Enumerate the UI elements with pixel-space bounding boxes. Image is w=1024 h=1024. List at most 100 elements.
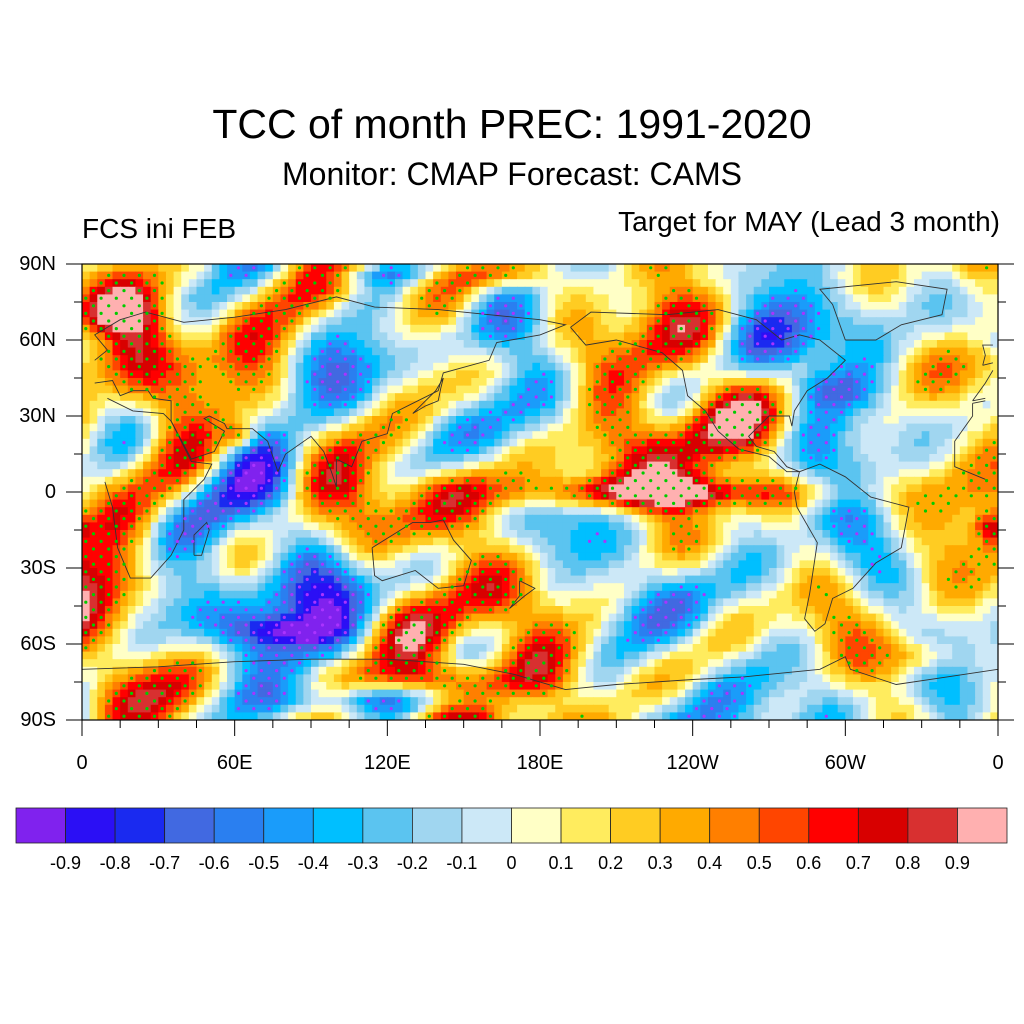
field-cell <box>478 332 488 341</box>
field-cell <box>517 416 526 425</box>
field-cell <box>135 340 144 349</box>
field-cell <box>830 393 839 402</box>
field-cell <box>387 545 396 554</box>
field-cell <box>89 279 98 288</box>
field-cell <box>952 530 961 539</box>
field-cell <box>914 431 923 440</box>
field-cell <box>654 446 663 455</box>
field-cell <box>272 416 282 425</box>
field-cell <box>807 370 816 379</box>
field-cell <box>547 370 556 379</box>
field-cell <box>204 279 213 288</box>
field-cell <box>104 393 114 402</box>
field-cell <box>524 499 533 508</box>
field-cell <box>89 469 98 478</box>
field-cell <box>394 302 404 311</box>
field-cell <box>975 302 984 311</box>
field-cell <box>433 416 442 425</box>
field-cell <box>478 385 488 394</box>
field-cell <box>471 370 480 379</box>
field-cell <box>372 438 381 447</box>
field-cell <box>700 431 709 440</box>
field-cell <box>471 416 480 425</box>
field-cell <box>196 575 205 584</box>
field-cell <box>341 431 350 440</box>
field-cell <box>623 575 633 584</box>
field-cell <box>440 537 449 546</box>
field-cell <box>356 423 366 432</box>
field-cell <box>173 484 182 493</box>
field-cell <box>578 492 587 501</box>
field-cell <box>257 423 266 432</box>
field-cell <box>776 507 785 516</box>
field-cell <box>211 264 220 273</box>
field-cell <box>394 370 404 379</box>
field-cell <box>333 279 343 288</box>
field-cell <box>837 286 846 295</box>
field-cell <box>631 522 640 531</box>
field-cell <box>471 400 480 409</box>
field-cell <box>685 568 694 577</box>
field-cell <box>280 347 289 356</box>
field-cell <box>975 507 984 516</box>
field-cell <box>364 575 373 584</box>
field-cell <box>936 522 946 531</box>
field-cell <box>921 355 930 364</box>
field-cell <box>883 499 892 508</box>
field-cell <box>471 332 480 341</box>
field-cell <box>898 568 907 577</box>
field-cell <box>204 423 213 432</box>
field-cell <box>463 438 472 447</box>
field-cell <box>585 378 595 387</box>
field-cell <box>372 461 381 470</box>
field-cell <box>769 408 778 417</box>
field-cell <box>372 530 381 539</box>
field-cell <box>143 446 152 455</box>
field-cell <box>929 317 938 326</box>
field-cell <box>555 400 564 409</box>
field-cell <box>463 294 472 303</box>
field-cell <box>715 568 724 577</box>
field-cell <box>761 476 770 485</box>
field-cell <box>669 408 678 417</box>
field-cell <box>150 568 159 577</box>
field-cell <box>501 355 511 364</box>
field-cell <box>532 461 541 470</box>
field-cell <box>333 370 343 379</box>
field-cell <box>311 560 320 569</box>
field-cell <box>341 552 350 561</box>
field-cell <box>769 264 778 273</box>
field-cell <box>761 370 770 379</box>
field-cell <box>868 317 877 326</box>
field-cell <box>311 332 320 341</box>
field-cell <box>120 476 129 485</box>
field-cell <box>898 264 907 273</box>
field-cell <box>776 530 785 539</box>
field-cell <box>379 454 388 463</box>
field-cell <box>822 340 831 349</box>
field-cell <box>440 271 449 280</box>
field-cell <box>417 332 427 341</box>
field-cell <box>82 271 91 280</box>
field-cell <box>730 461 740 470</box>
field-cell <box>982 431 991 440</box>
field-cell <box>929 446 938 455</box>
field-cell <box>654 286 663 295</box>
field-cell <box>227 560 236 569</box>
field-cell <box>578 454 587 463</box>
field-cell <box>608 385 617 394</box>
field-cell <box>97 469 106 478</box>
field-cell <box>631 294 640 303</box>
field-cell <box>799 423 808 432</box>
field-cell <box>242 492 251 501</box>
field-cell <box>845 568 854 577</box>
field-cell <box>326 423 335 432</box>
field-cell <box>532 264 541 273</box>
field-cell <box>234 469 243 478</box>
field-cell <box>852 385 862 394</box>
field-cell <box>272 461 282 470</box>
field-cell <box>990 302 998 311</box>
field-cell <box>646 317 656 326</box>
field-cell <box>494 431 503 440</box>
